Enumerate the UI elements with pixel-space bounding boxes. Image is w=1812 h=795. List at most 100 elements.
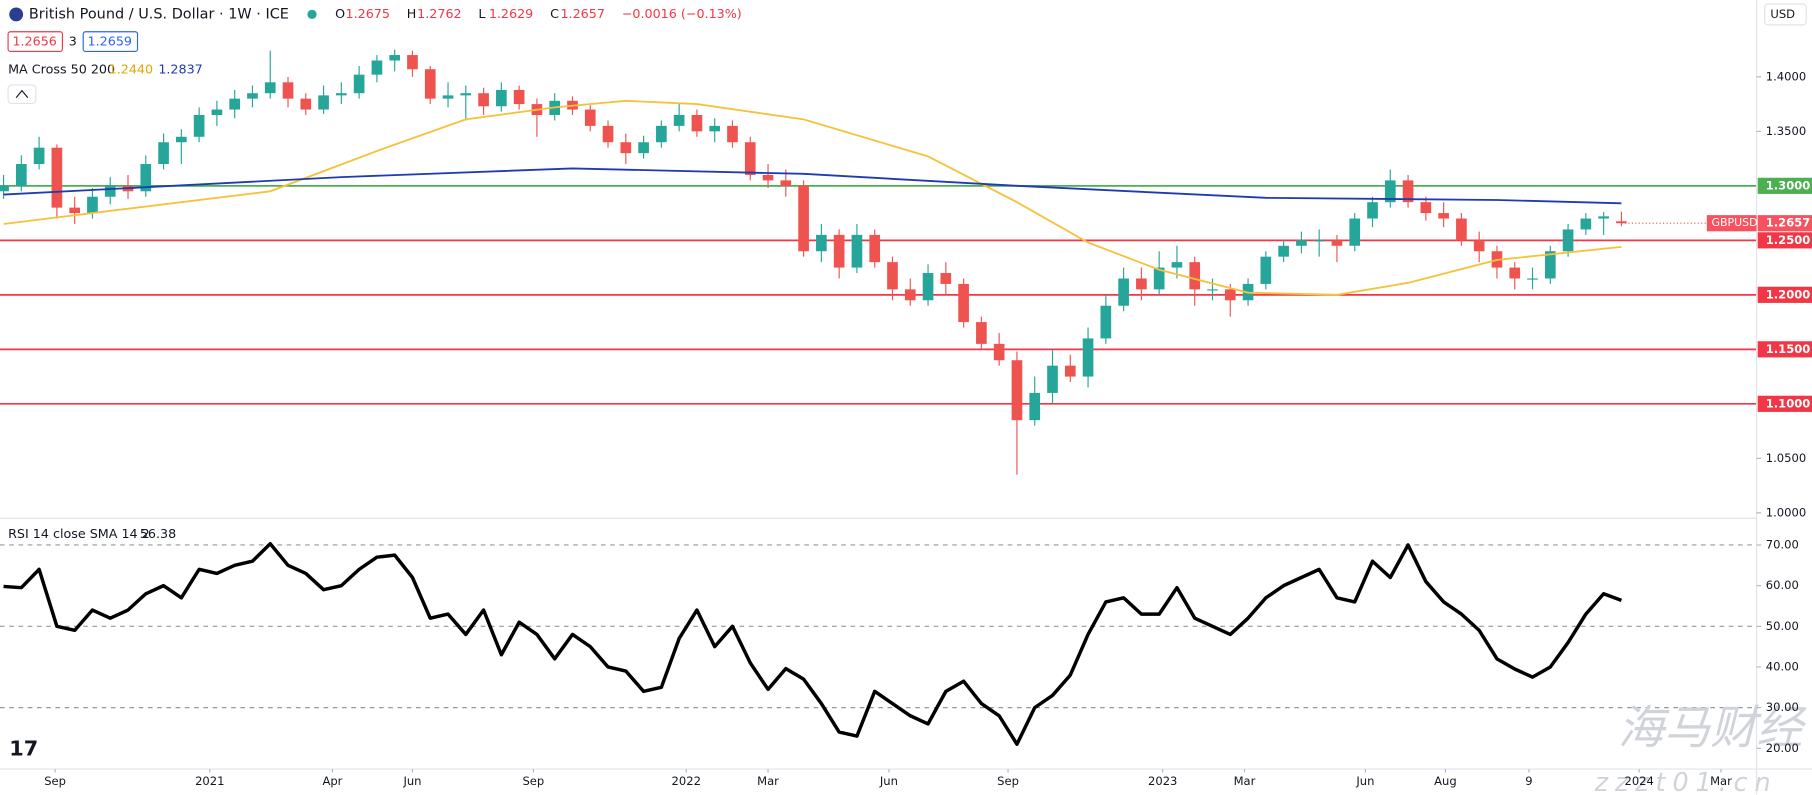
candle-body (851, 234, 863, 268)
x-tick-label: Jun (879, 774, 898, 788)
candle-body (673, 114, 685, 126)
candle-body (1473, 240, 1485, 252)
level-label-box (1757, 177, 1812, 194)
candle-body (1278, 245, 1289, 257)
candle-body (602, 125, 614, 143)
level-label-box (1757, 286, 1812, 303)
level-label-box (1757, 341, 1812, 358)
candle-body (656, 125, 667, 143)
candle-body (1456, 218, 1467, 241)
ma-title: MA Cross 50 200 (8, 61, 115, 76)
spread: 3 (69, 34, 77, 49)
candle-body (442, 95, 454, 99)
y-tick-label: 20.00 (1766, 741, 1799, 755)
ohlc-key: O (335, 6, 345, 21)
x-tick-label: Mar (1710, 774, 1732, 788)
candle-body (1207, 289, 1218, 291)
level-label: 1.2500 (1766, 233, 1811, 247)
collapse-button[interactable] (7, 84, 37, 104)
candle-body (1384, 180, 1396, 203)
level-label-box (1757, 395, 1812, 412)
candle-body (869, 234, 881, 263)
candle-body (353, 74, 365, 94)
candle-body (1313, 240, 1325, 242)
moving-average (3, 167, 1622, 205)
x-tick-label: 9 (1525, 774, 1532, 788)
candle-body (1331, 240, 1343, 246)
x-tick-label: 2021 (195, 774, 224, 788)
currency-button[interactable] (1764, 3, 1807, 26)
symbol-title: British Pound / U.S. Dollar · 1W · ICE (29, 6, 289, 22)
candle-body (16, 164, 27, 186)
candle-body (424, 69, 436, 99)
candle-body (69, 207, 81, 214)
candle-body (940, 273, 952, 284)
candle-body (993, 343, 1005, 361)
candle-body (816, 234, 827, 252)
candle-body (1118, 278, 1129, 306)
candle-body (193, 114, 205, 137)
candle-body (282, 82, 294, 99)
y-tick-label: 70.00 (1766, 537, 1799, 551)
ma-fast-value: 1.2440 (109, 61, 153, 76)
candle-body (798, 185, 809, 252)
watermark: 海马财经 (1618, 700, 1808, 754)
candle-body (1171, 262, 1183, 268)
ohlc-value: 1.2629 (489, 6, 533, 21)
candle-body (211, 109, 223, 115)
x-tick-label: Sep (44, 774, 66, 788)
candle-body (371, 60, 383, 75)
candle-body (1598, 216, 1609, 219)
candle-body (584, 109, 596, 126)
candle-body (229, 98, 241, 110)
ohlc-value: 1.2675 (346, 6, 390, 21)
candle-body (87, 196, 98, 214)
candle-body (1296, 240, 1307, 246)
candle-body (1562, 229, 1574, 252)
candle-body (1011, 360, 1023, 421)
candle-body (958, 283, 969, 323)
x-tick-label: Mar (757, 774, 779, 788)
ask: 1.2659 (88, 34, 132, 49)
candle-body (336, 93, 347, 96)
y-tick-label: 60.00 (1766, 578, 1799, 592)
candle-body (247, 93, 258, 99)
candle-body (762, 174, 774, 181)
candle-body (1029, 392, 1041, 421)
candle-body (0, 185, 9, 192)
x-tick-label: 2023 (1148, 774, 1177, 788)
x-tick-label: 2022 (672, 774, 701, 788)
tv-logo: 𝟭𝟳 (9, 736, 38, 760)
y-tick-label: 1.0500 (1766, 451, 1806, 465)
bid: 1.2656 (12, 34, 56, 49)
symbol-label-box (1706, 215, 1757, 232)
candle-body (104, 185, 116, 197)
rsi-line (3, 542, 1623, 746)
candle-body (833, 234, 845, 268)
candle-body (727, 125, 738, 143)
bid-box[interactable] (7, 31, 63, 52)
flag-icon (9, 7, 24, 22)
candle-body (1402, 180, 1414, 203)
level-label: 1.1500 (1766, 342, 1811, 356)
candle-body (140, 164, 152, 192)
ask-box[interactable] (82, 31, 139, 52)
candle-body (1420, 202, 1432, 214)
candle-body (1367, 202, 1378, 219)
candle-body (1509, 267, 1521, 279)
x-tick-label: Apr (322, 774, 342, 788)
collapse-icon (15, 89, 29, 98)
candle-body (1580, 218, 1592, 230)
plot-area (0, 49, 1757, 746)
ohlc-change: −0.0016 (−0.13%) (622, 6, 742, 21)
ohlc-key: C (550, 6, 559, 21)
last-price-box (1757, 215, 1812, 232)
y-tick-label: 50.00 (1766, 619, 1799, 633)
level-label-box (1757, 232, 1812, 249)
candle-body (176, 136, 187, 143)
candle-body (264, 82, 276, 94)
y-tick-label: 1.0000 (1766, 505, 1806, 519)
candle-body (1544, 251, 1556, 279)
ohlc-value: 1.2657 (560, 6, 604, 21)
